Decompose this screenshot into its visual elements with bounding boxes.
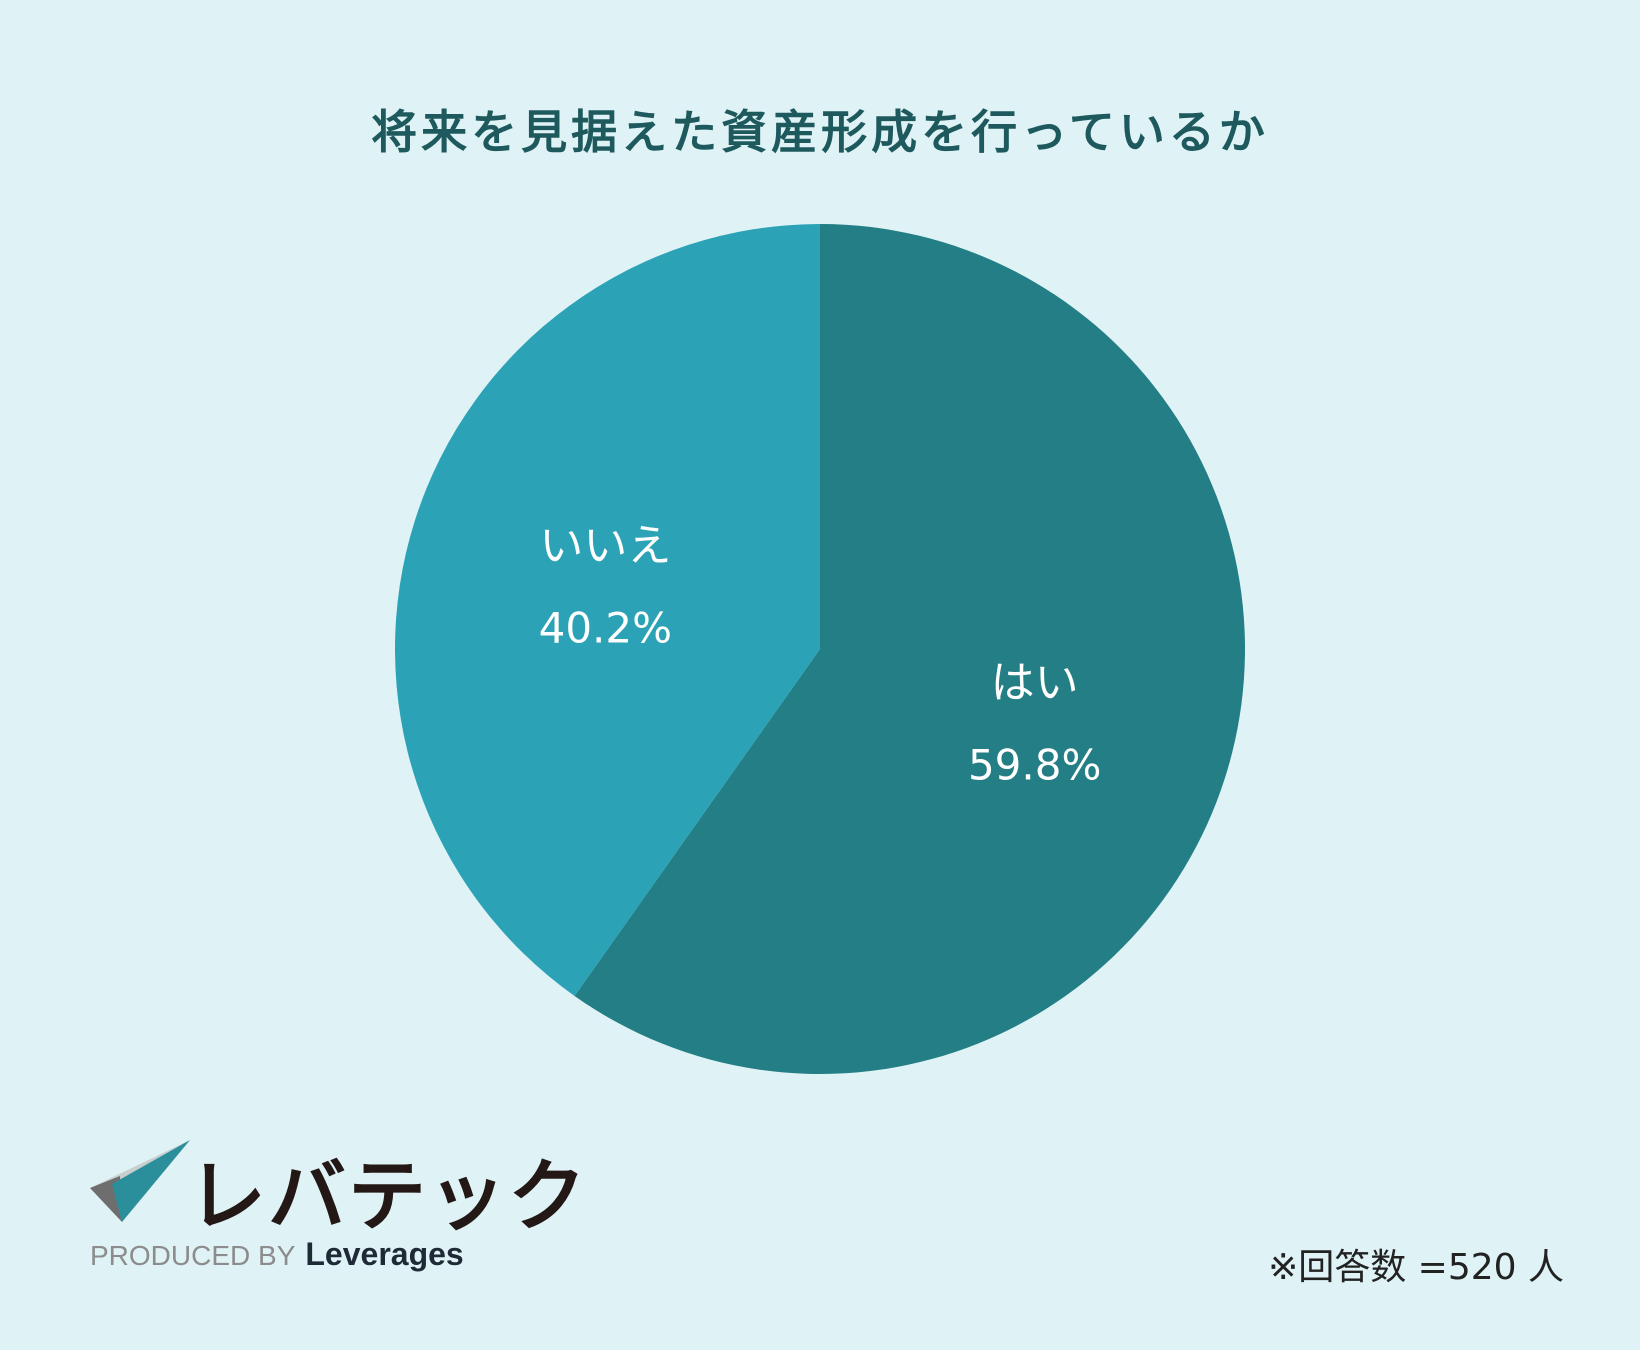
brand-name: Leverages: [305, 1236, 464, 1272]
produced-by: PRODUCED BY Leverages: [90, 1236, 464, 1273]
produced-by-label: PRODUCED BY: [90, 1240, 296, 1271]
slice-label-0: はい: [991, 657, 1079, 708]
pie-slice-1: [395, 224, 820, 996]
slice-label-1: いいえ: [539, 521, 671, 572]
response-count-note: ※回答数 =520 人: [1268, 1247, 1564, 1288]
slice-value-0: 59.8%: [968, 740, 1101, 789]
logo-wordmark: レバテック: [188, 1152, 589, 1242]
chart-title: 将来を見据えた資産形成を行っているか: [371, 105, 1269, 159]
pie-slice-0: [574, 224, 1245, 1075]
logo-check-icon: [90, 1140, 190, 1222]
slice-value-1: 40.2%: [539, 604, 672, 653]
